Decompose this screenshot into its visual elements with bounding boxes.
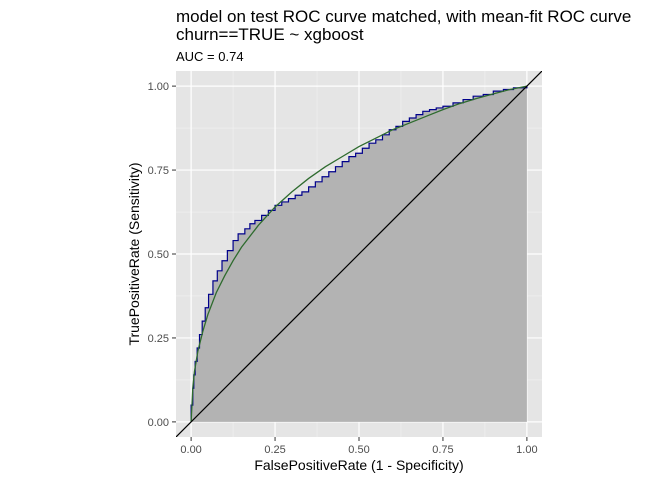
x-tick-label: 0.75 (432, 444, 453, 456)
empirical-roc-line (190, 86, 528, 422)
y-axis-ticks: 0.00 0.25 0.50 0.75 1.00 (148, 81, 176, 429)
y-tick-label: 0.75 (148, 165, 169, 177)
x-axis-ticks: 0.00 0.25 0.50 0.75 1.00 (180, 437, 538, 456)
auc-annotation: AUC = 0.74 (176, 49, 244, 64)
y-tick-label: 0.00 (148, 417, 169, 429)
mean-fit-roc-line (190, 85, 528, 422)
x-axis-title: FalsePositiveRate (1 - Specificity) (254, 457, 463, 473)
y-axis-title: TruePositiveRate (Sensitivity) (126, 162, 142, 345)
y-tick-label: 0.25 (148, 333, 169, 345)
x-tick-label: 0.50 (348, 444, 369, 456)
chart-subtitle: churn==TRUE ~ xgboost (176, 25, 364, 44)
x-tick-label: 0.00 (180, 444, 201, 456)
reference-diagonal-line (176, 71, 542, 437)
chart-title: model on test ROC curve matched, with me… (176, 7, 631, 26)
chart-marks (176, 71, 542, 437)
x-tick-label: 1.00 (516, 444, 537, 456)
y-tick-label: 0.50 (148, 249, 169, 261)
x-tick-label: 0.25 (264, 444, 285, 456)
y-tick-label: 1.00 (148, 81, 169, 93)
